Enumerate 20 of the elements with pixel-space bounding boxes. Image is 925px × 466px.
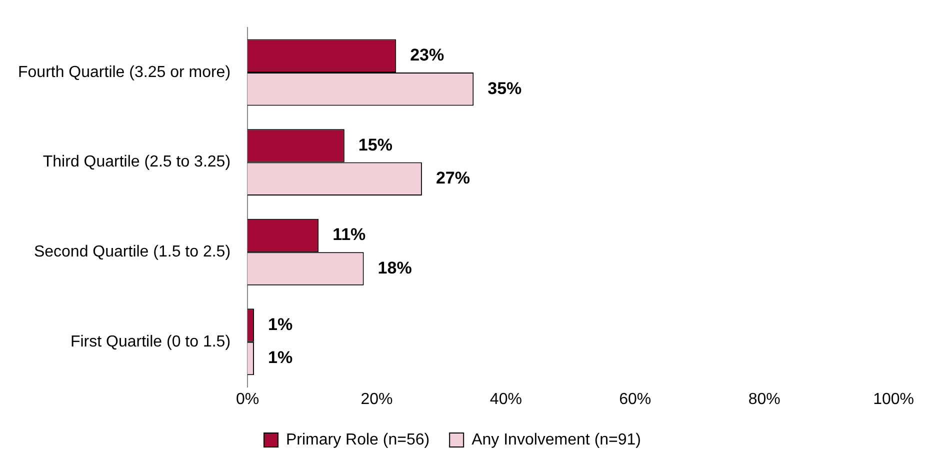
x-tick-label: 60% [619,390,652,408]
data-label: 1% [268,348,293,368]
y-tick-label: Second Quartile (1.5 to 2.5) [34,244,231,261]
data-label: 11% [332,225,366,244]
y-tick-label: Fourth Quartile (3.25 or more) [18,64,231,81]
data-label: 23% [410,46,444,65]
data-label: 18% [378,258,412,278]
data-label: 27% [436,168,470,188]
x-tick-label: 80% [748,390,780,408]
legend-label: Primary Role (n=56) [286,431,430,448]
legend-label: Any Involvement (n=91) [472,431,642,448]
data-label: 15% [358,135,392,154]
data-label: 35% [488,78,522,98]
data-label: 1% [268,314,293,334]
x-tick-label: 0% [236,390,260,408]
x-tick-label: 40% [490,390,522,408]
x-tick-label: 20% [360,390,393,408]
x-tick-label: 100% [873,390,914,408]
y-tick-label: First Quartile (0 to 1.5) [70,333,231,350]
y-tick-label: Third Quartile (2.5 to 3.25) [42,154,231,171]
